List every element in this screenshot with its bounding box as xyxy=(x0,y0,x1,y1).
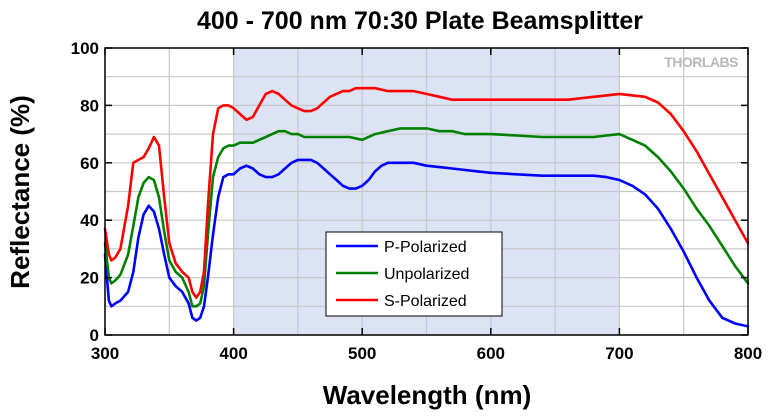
y-tick-label: 40 xyxy=(80,211,99,230)
y-tick-label: 20 xyxy=(80,269,99,288)
x-tick-label: 600 xyxy=(477,344,505,363)
x-axis-label: Wavelength (nm) xyxy=(323,380,531,410)
series-line-s-polarized xyxy=(103,86,750,299)
x-tick-label: 800 xyxy=(734,344,762,363)
y-tick-label: 0 xyxy=(90,326,99,345)
y-tick-label: 60 xyxy=(80,154,99,173)
y-tick-label: 100 xyxy=(71,39,99,58)
x-tick-label: 400 xyxy=(219,344,247,363)
x-tick-label: 500 xyxy=(348,344,376,363)
axes xyxy=(104,47,749,336)
thorlabs-watermark: THORLABS xyxy=(664,54,738,70)
legend: P-Polarized Unpolarized S-Polarized xyxy=(325,231,503,317)
y-axis-label: Reflectance (%) xyxy=(5,95,35,289)
legend-label-p-polarized: P-Polarized xyxy=(384,239,467,256)
series-line-unpolarized xyxy=(103,127,750,308)
x-tick-label: 700 xyxy=(605,344,633,363)
tick-labels: 300 400 500 600 700 800 0 20 40 60 80 100 xyxy=(71,39,763,363)
chart-title: 400 - 700 nm 70:30 Plate Beamsplitter xyxy=(197,7,643,35)
x-tick-label: 300 xyxy=(91,344,119,363)
y-tick-label: 80 xyxy=(80,96,99,115)
plot-frame xyxy=(104,47,749,336)
legend-label-s-polarized: S-Polarized xyxy=(384,293,467,310)
series-group xyxy=(103,86,750,328)
series-line-p-polarized xyxy=(103,158,750,328)
legend-label-unpolarized: Unpolarized xyxy=(384,266,469,283)
